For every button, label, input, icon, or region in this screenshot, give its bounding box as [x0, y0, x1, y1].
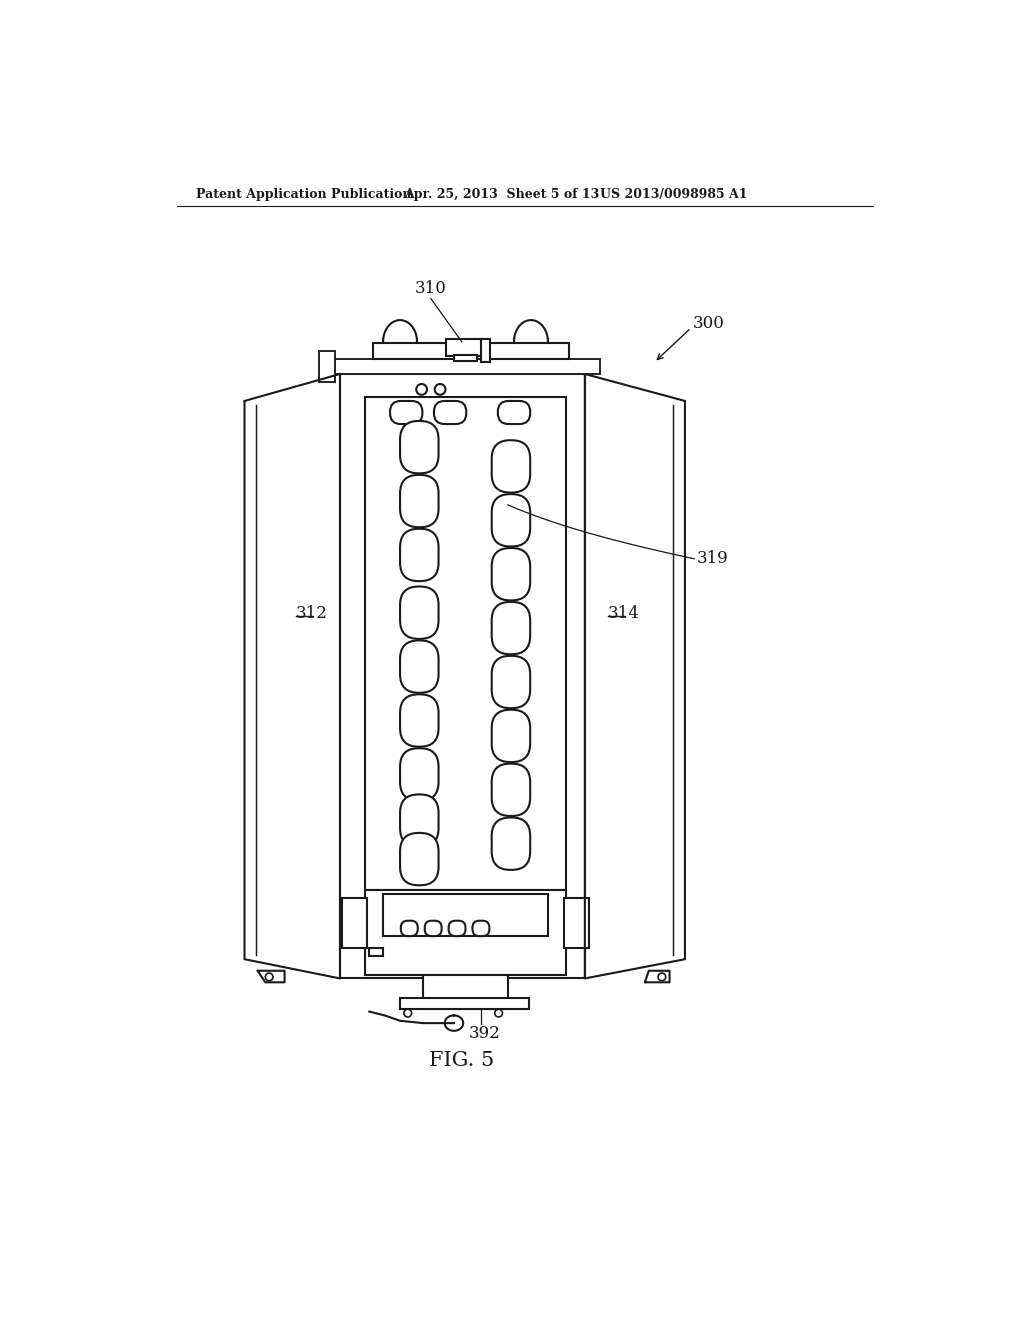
Bar [319, 351, 335, 381]
FancyBboxPatch shape [492, 817, 530, 870]
FancyBboxPatch shape [492, 656, 530, 708]
Text: FIG. 5: FIG. 5 [429, 1051, 495, 1071]
FancyBboxPatch shape [400, 421, 438, 474]
Bar [383, 894, 548, 936]
Text: Apr. 25, 2013  Sheet 5 of 13: Apr. 25, 2013 Sheet 5 of 13 [403, 187, 599, 201]
FancyBboxPatch shape [400, 586, 438, 639]
FancyBboxPatch shape [492, 548, 530, 601]
FancyBboxPatch shape [492, 441, 530, 492]
Bar [340, 374, 585, 978]
FancyBboxPatch shape [449, 921, 466, 936]
Text: US 2013/0098985 A1: US 2013/0098985 A1 [600, 187, 748, 201]
FancyBboxPatch shape [498, 401, 530, 424]
FancyBboxPatch shape [492, 494, 530, 546]
Text: 300: 300 [692, 315, 725, 333]
Bar [423, 974, 508, 1010]
FancyBboxPatch shape [400, 529, 438, 581]
FancyBboxPatch shape [400, 921, 418, 936]
FancyBboxPatch shape [434, 401, 466, 424]
Bar [446, 339, 484, 356]
Bar [564, 898, 589, 948]
FancyBboxPatch shape [400, 748, 438, 800]
FancyBboxPatch shape [390, 401, 422, 424]
Text: 312: 312 [296, 605, 328, 622]
Bar [366, 890, 565, 974]
Bar [323, 359, 600, 374]
FancyBboxPatch shape [472, 921, 489, 936]
FancyBboxPatch shape [492, 710, 530, 762]
Bar [366, 397, 565, 890]
FancyBboxPatch shape [492, 602, 530, 655]
Bar [400, 998, 529, 1010]
FancyBboxPatch shape [400, 640, 438, 693]
FancyBboxPatch shape [400, 694, 438, 747]
FancyBboxPatch shape [425, 921, 441, 936]
Text: 310: 310 [415, 280, 446, 297]
FancyBboxPatch shape [400, 475, 438, 527]
FancyBboxPatch shape [492, 763, 530, 816]
Bar [481, 339, 490, 363]
FancyBboxPatch shape [400, 795, 438, 847]
FancyBboxPatch shape [400, 833, 438, 886]
Bar [454, 355, 477, 360]
Bar [370, 948, 383, 956]
Text: 319: 319 [696, 550, 728, 568]
Bar [342, 898, 367, 948]
Text: 392: 392 [469, 1024, 501, 1041]
Bar [373, 343, 569, 359]
Text: Patent Application Publication: Patent Application Publication [196, 187, 412, 201]
Text: 314: 314 [608, 605, 640, 622]
